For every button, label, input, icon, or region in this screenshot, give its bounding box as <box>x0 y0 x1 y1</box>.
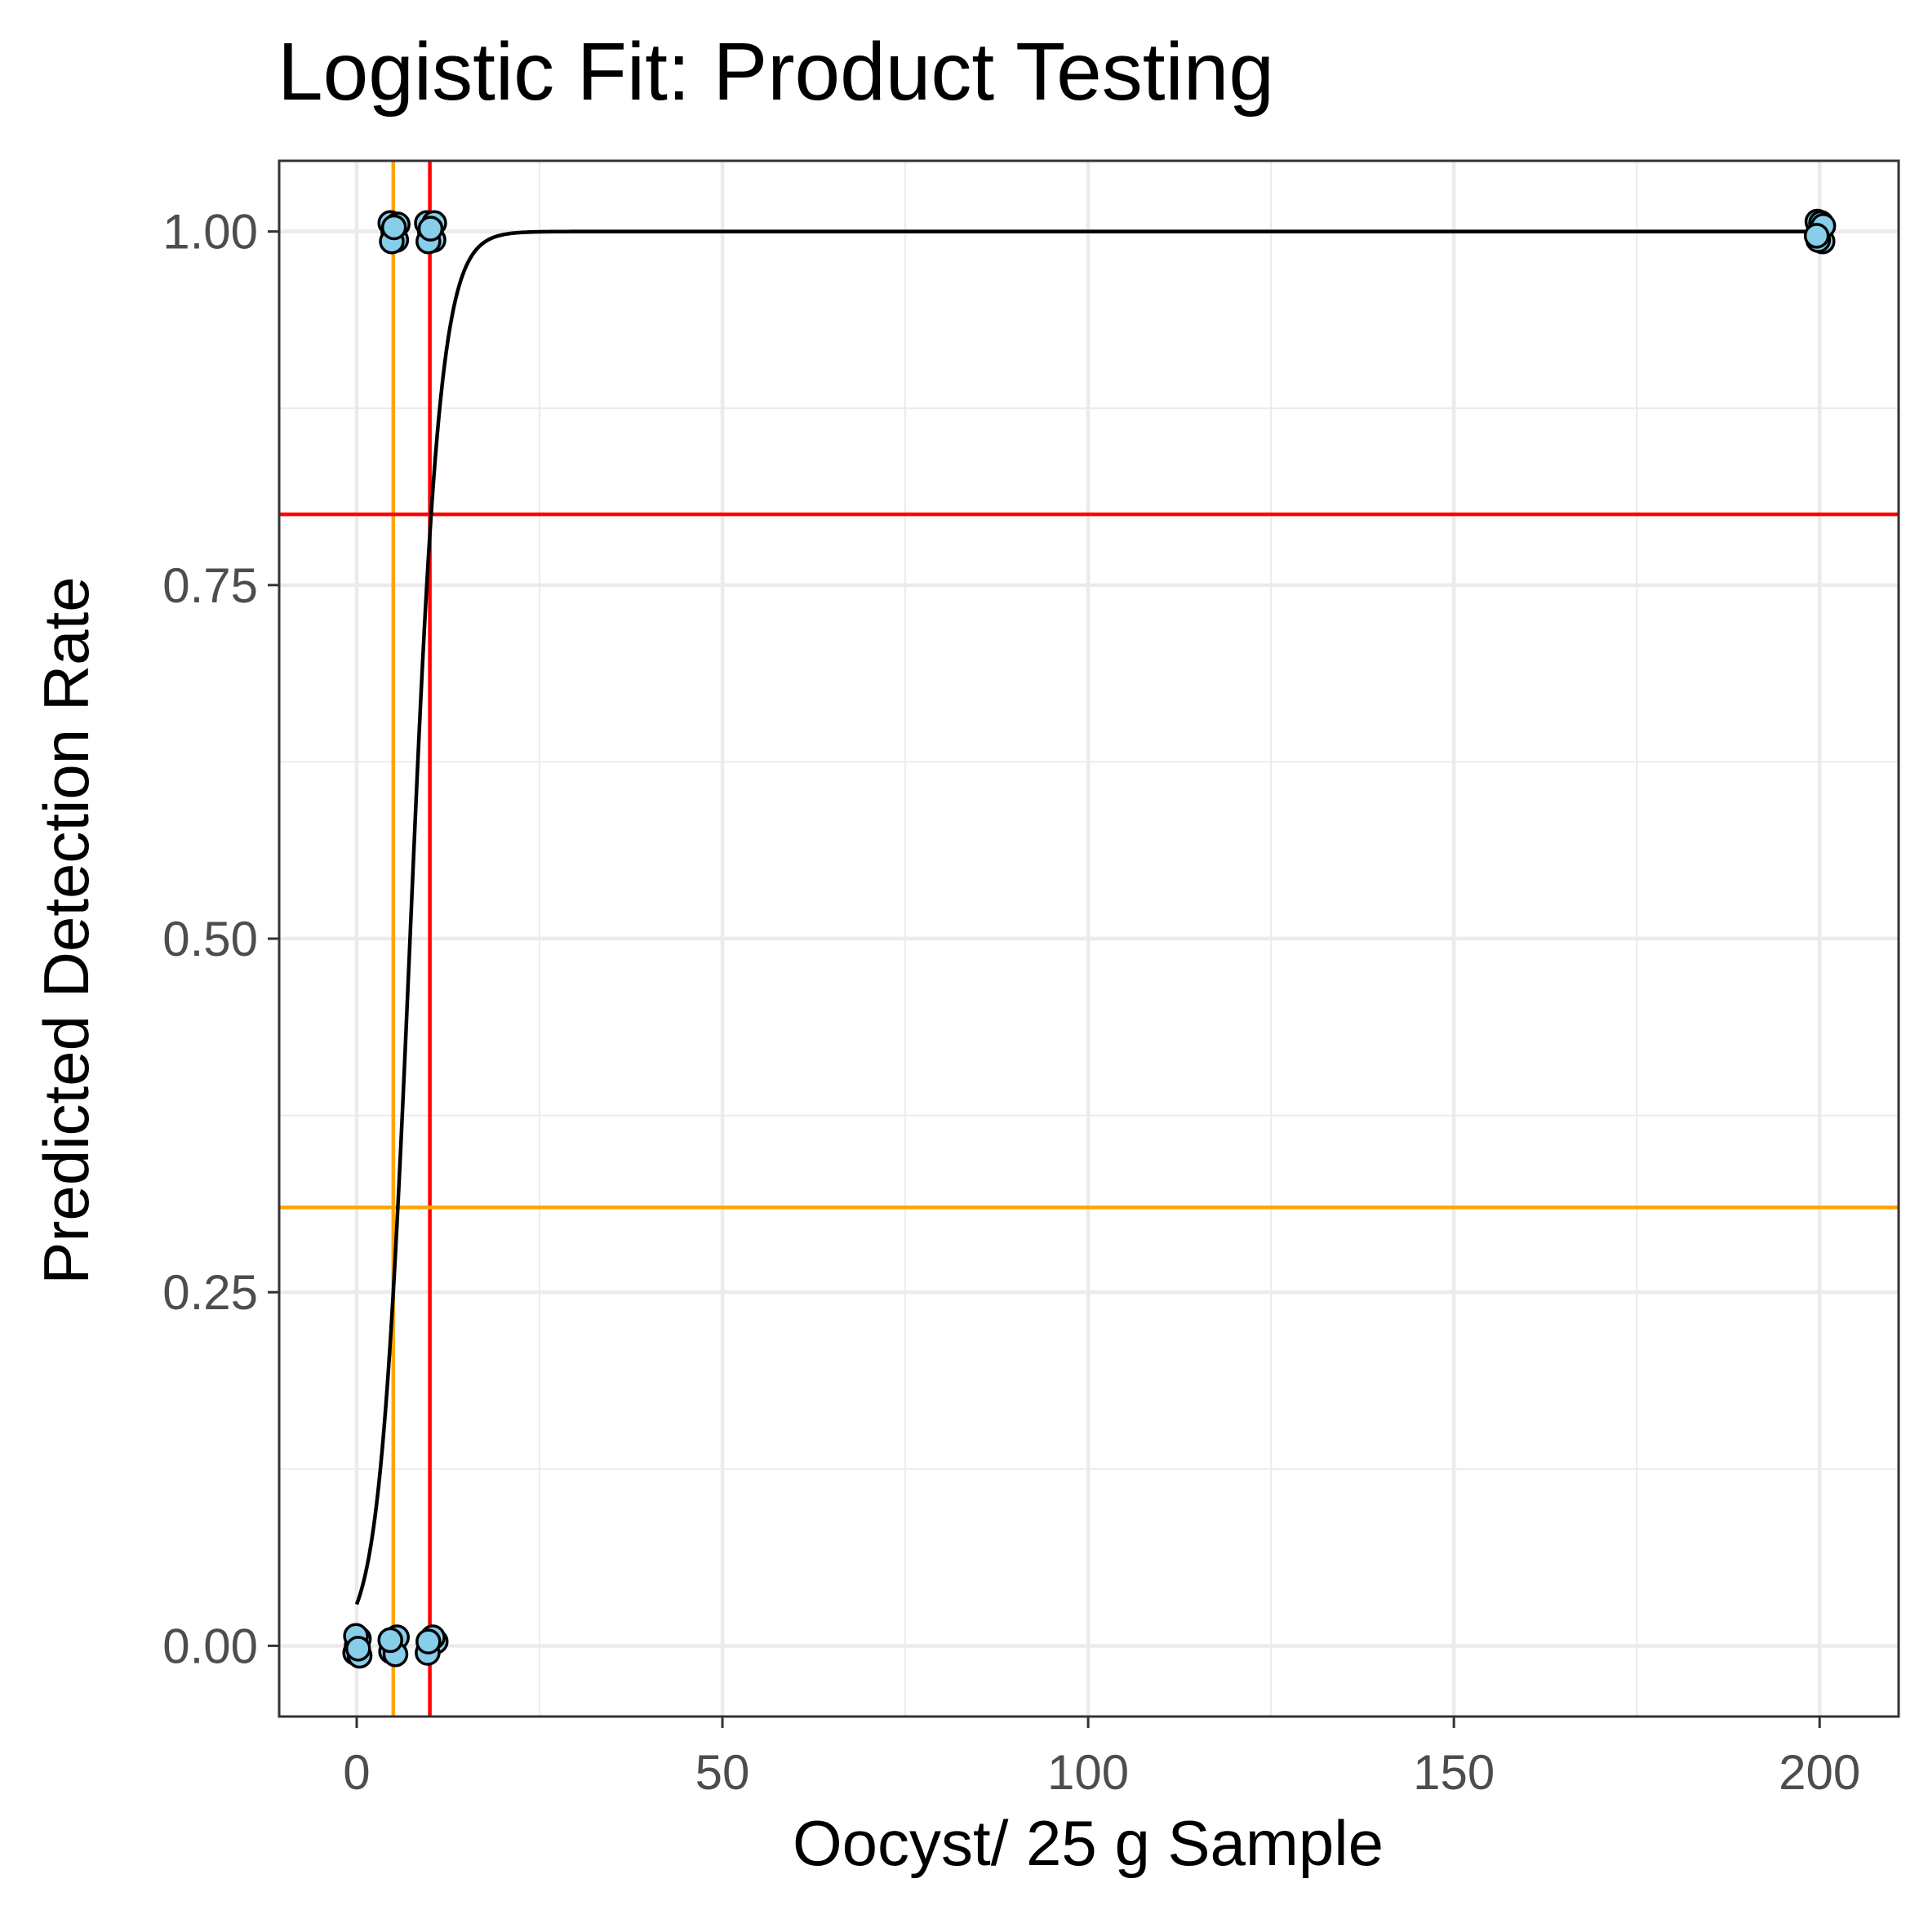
y-tick-label: 1.00 <box>162 205 258 260</box>
y-axis: 0.00 0.25 0.50 0.75 1.00 <box>162 205 279 1673</box>
x-tick-label: 100 <box>1047 1745 1129 1800</box>
x-axis-title: Oocyst/ 25 g Sample <box>793 1807 1384 1879</box>
x-tick-label: 0 <box>343 1745 370 1800</box>
reference-lines <box>279 161 1899 1717</box>
data-point <box>377 1627 403 1654</box>
y-tick-label: 0.75 <box>162 558 258 613</box>
y-tick-label: 0.25 <box>162 1265 258 1320</box>
data-points <box>342 208 1837 1669</box>
data-point <box>415 1628 442 1654</box>
x-tick-label: 150 <box>1413 1745 1495 1800</box>
data-point <box>345 1636 371 1662</box>
logistic-fit-curve <box>354 229 1820 1606</box>
x-tick-label: 50 <box>695 1745 750 1800</box>
chart-title: Logistic Fit: Product Testing <box>278 26 1274 118</box>
x-axis: 0 50 100 150 200 <box>343 1717 1860 1800</box>
data-point <box>380 214 407 241</box>
x-tick-label: 200 <box>1779 1745 1860 1800</box>
data-point <box>1803 223 1830 249</box>
y-tick-label: 0.50 <box>162 912 258 966</box>
y-axis-title: Predicted Detection Rate <box>30 576 102 1284</box>
data-point <box>417 215 444 242</box>
y-tick-label: 0.00 <box>162 1619 258 1673</box>
